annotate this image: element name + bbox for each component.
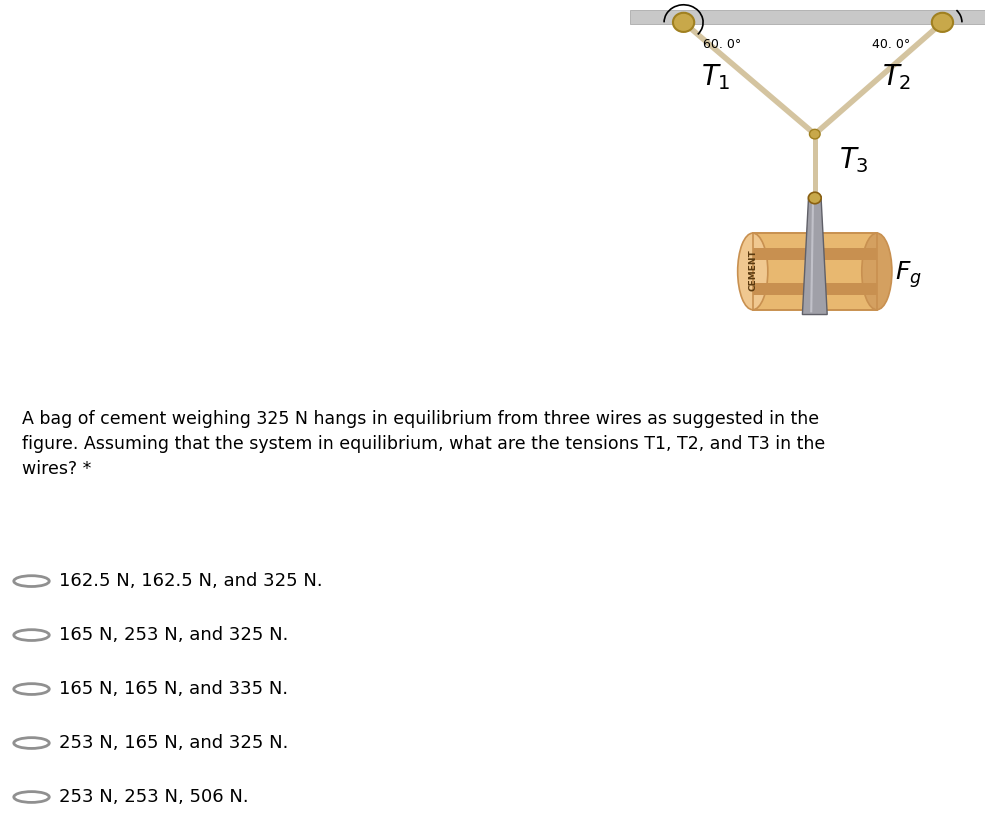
Text: 253 N, 165 N, and 325 N.: 253 N, 165 N, and 325 N. [59, 734, 289, 752]
Text: 165 N, 253 N, and 325 N.: 165 N, 253 N, and 325 N. [59, 626, 289, 644]
Circle shape [932, 12, 953, 32]
Ellipse shape [738, 233, 768, 310]
Text: CEMENT: CEMENT [749, 249, 757, 291]
Text: 60. 0°: 60. 0° [703, 38, 742, 52]
Polygon shape [803, 197, 827, 315]
Circle shape [810, 129, 821, 139]
Text: 162.5 N, 162.5 N, and 325 N.: 162.5 N, 162.5 N, and 325 N. [59, 572, 323, 590]
Bar [753, 283, 877, 295]
Bar [630, 10, 985, 24]
Text: $T_3$: $T_3$ [839, 145, 869, 175]
Text: 165 N, 165 N, and 335 N.: 165 N, 165 N, and 335 N. [59, 680, 289, 698]
Circle shape [809, 192, 821, 204]
Text: 253 N, 253 N, 506 N.: 253 N, 253 N, 506 N. [59, 788, 249, 806]
Text: A bag of cement weighing 325 N hangs in equilibrium from three wires as suggeste: A bag of cement weighing 325 N hangs in … [22, 410, 824, 478]
Text: $T_1$: $T_1$ [700, 62, 730, 92]
FancyBboxPatch shape [751, 233, 879, 310]
Ellipse shape [862, 233, 892, 310]
Text: $T_2$: $T_2$ [882, 62, 911, 92]
Circle shape [673, 12, 694, 32]
Text: 40. 0°: 40. 0° [872, 38, 910, 52]
Text: $F_g$: $F_g$ [895, 259, 922, 290]
Bar [753, 248, 877, 260]
